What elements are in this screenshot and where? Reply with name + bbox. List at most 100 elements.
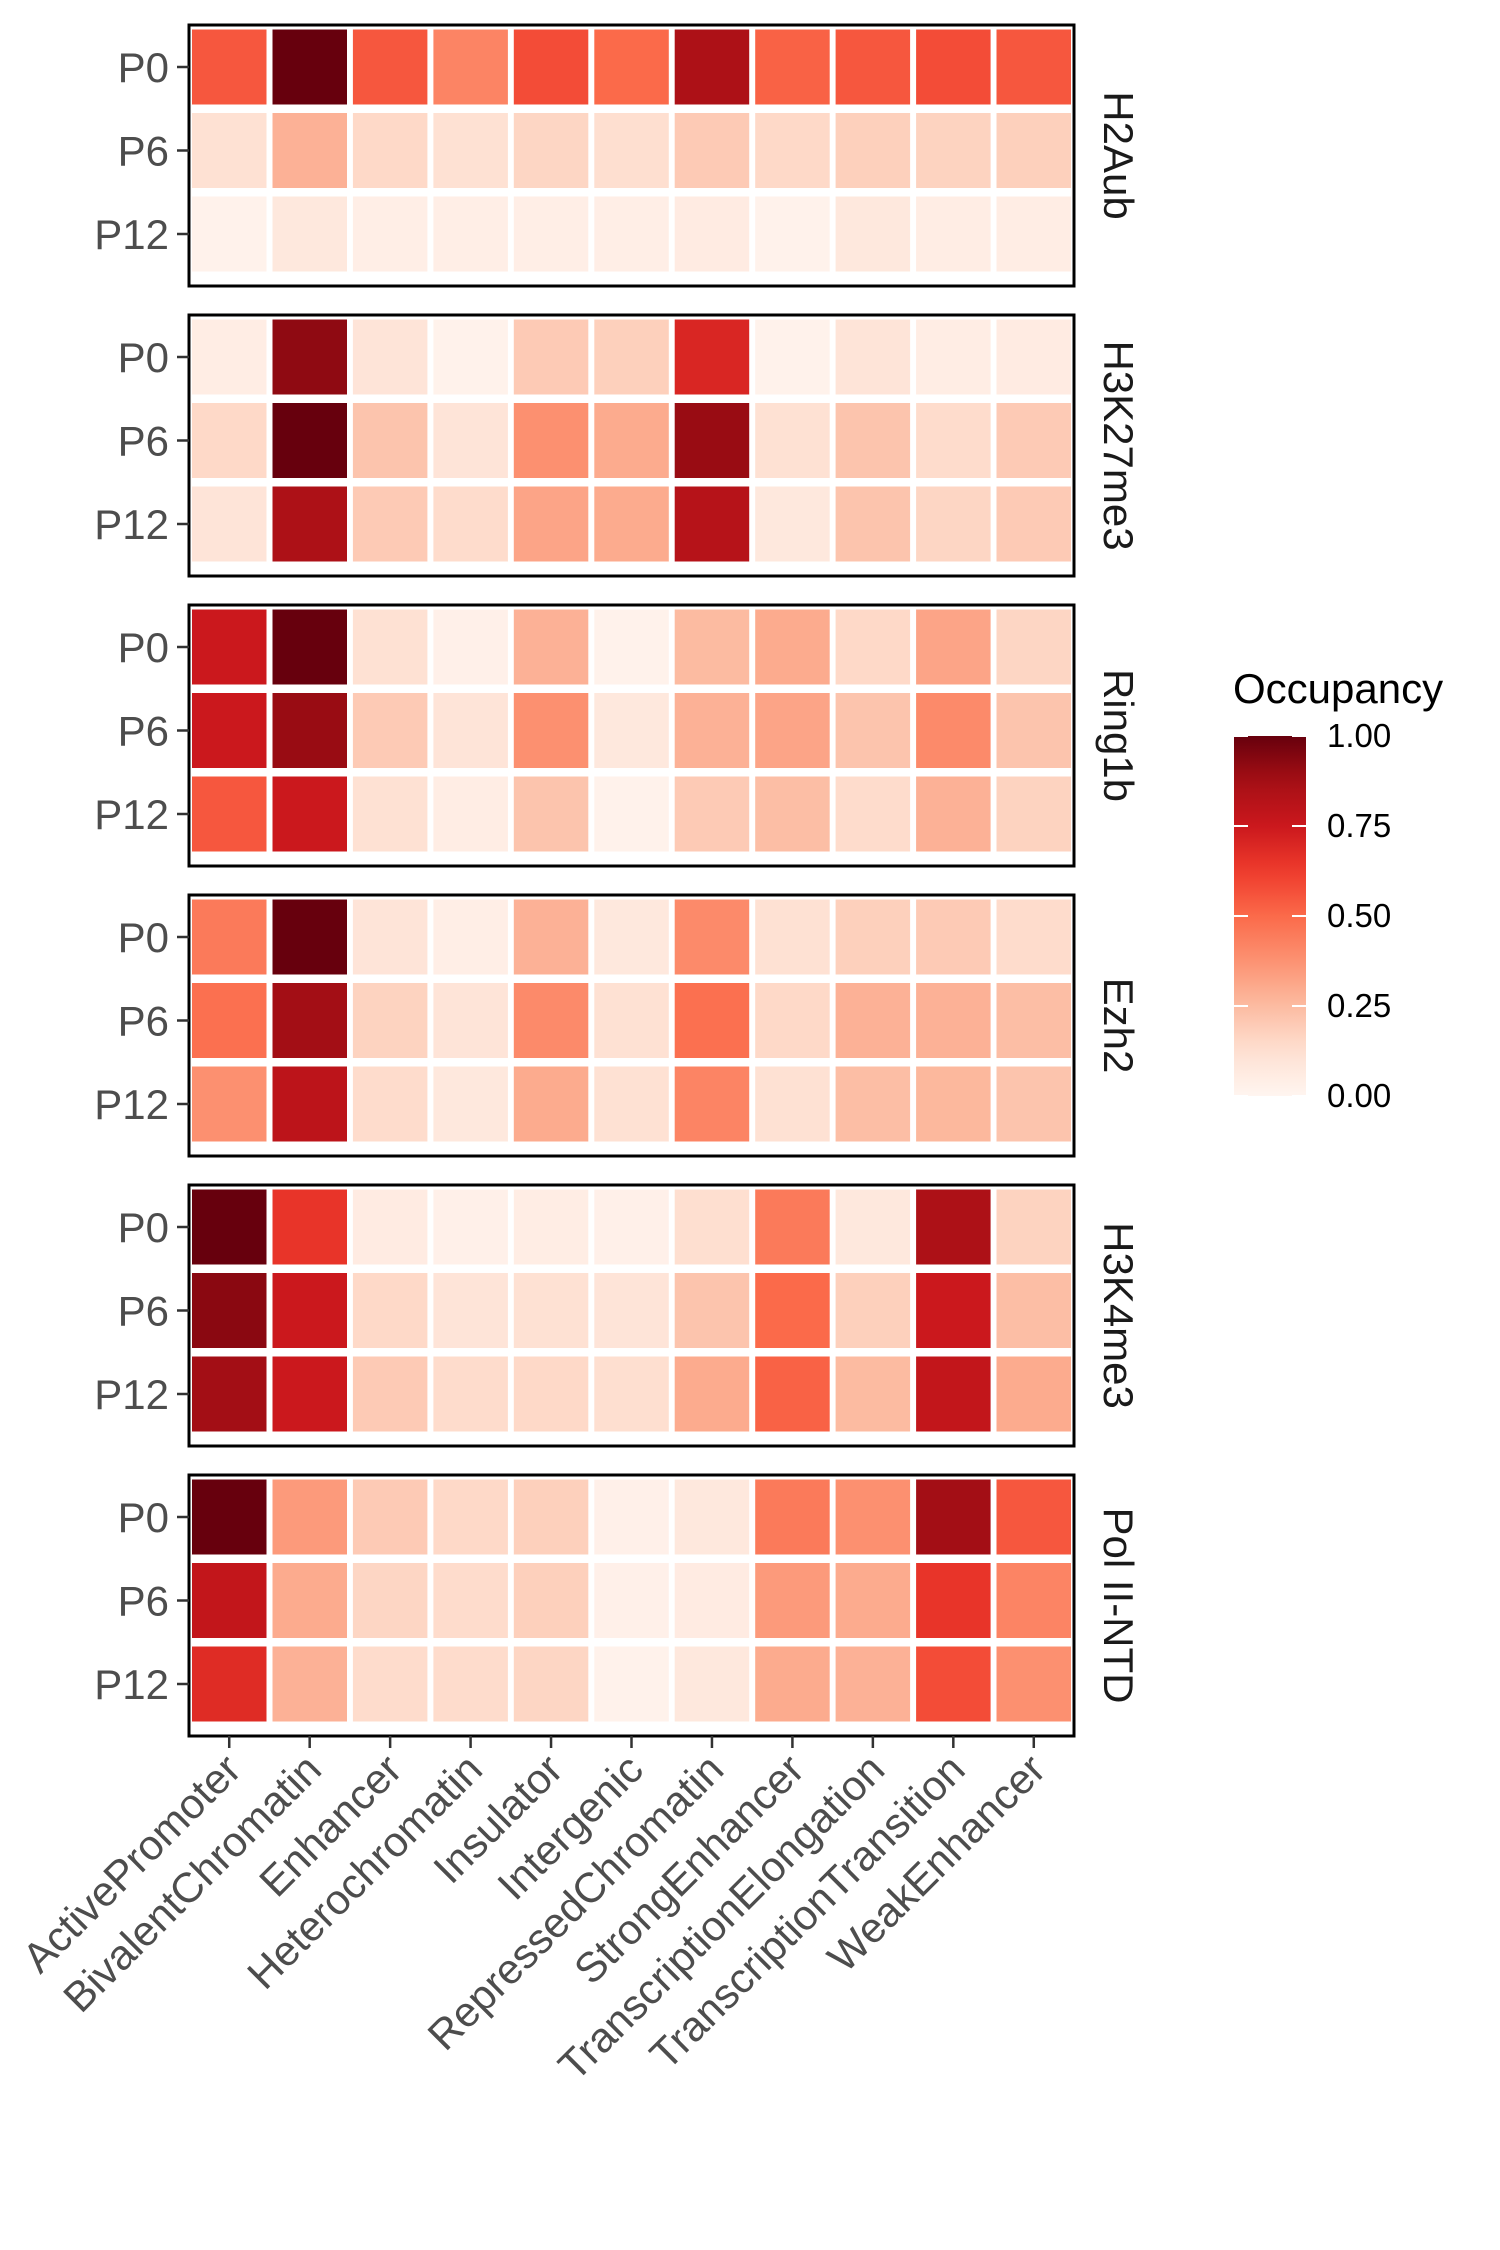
heatmap-cell [433, 1066, 508, 1142]
heatmap-cell [755, 196, 830, 272]
heatmap-cell [674, 693, 750, 768]
heatmap-cell [513, 1356, 589, 1432]
heatmap-cell [755, 776, 830, 852]
heatmap-cell [996, 29, 1071, 105]
heatmap-cell [674, 899, 750, 975]
legend-label: 1.00 [1327, 717, 1391, 754]
heatmap-cell [433, 113, 508, 188]
y-tick-label: P0 [118, 914, 169, 961]
heatmap-cell [433, 196, 508, 272]
heatmap-cell [594, 609, 669, 685]
heatmap-cell [916, 1066, 991, 1142]
heatmap-cell [755, 983, 830, 1058]
panel-border [187, 603, 1076, 868]
heatmap-cell [835, 776, 911, 852]
y-tick-label: P12 [94, 791, 169, 838]
heatmap-cell [272, 113, 347, 188]
heatmap-cell [433, 1563, 508, 1638]
heatmap-cell [835, 693, 911, 768]
heatmap-cell [755, 1563, 830, 1638]
facet-strip-label: Pol II-NTD [1095, 1507, 1142, 1703]
y-tick-label: P12 [94, 211, 169, 258]
y-tick-label: P6 [118, 708, 169, 755]
heatmap-cell [192, 1646, 267, 1722]
heatmap-cell [674, 1479, 750, 1555]
heatmap-cell [433, 1189, 508, 1265]
heatmap-cell [835, 1646, 911, 1722]
y-tick-label: P6 [118, 1288, 169, 1335]
heatmap-cell [513, 693, 589, 768]
y-tick-label: P0 [118, 624, 169, 671]
heatmap-cell [755, 1356, 830, 1432]
heatmap-cell [433, 403, 508, 478]
heatmap-cell [513, 196, 589, 272]
heatmap-cell [674, 1356, 750, 1432]
heatmap-cell [594, 776, 669, 852]
heatmap-cell [513, 1646, 589, 1722]
heatmap-cell [916, 486, 991, 562]
facet-strip-label: Ezh2 [1095, 978, 1142, 1074]
heatmap-cell [835, 1189, 911, 1265]
heatmap-cell [674, 113, 750, 188]
heatmap-cell [674, 196, 750, 272]
heatmap-cell [835, 403, 911, 478]
heatmap-cell [996, 1563, 1071, 1638]
heatmap-cell [835, 1273, 911, 1348]
heatmap-cell [916, 319, 991, 395]
heatmap-cell [674, 983, 750, 1058]
heatmap-cell [674, 1066, 750, 1142]
heatmap-cell [835, 1066, 911, 1142]
heatmap-cell [755, 693, 830, 768]
heatmap-cell [272, 1189, 347, 1265]
heatmap-cell [594, 196, 669, 272]
heatmap-cell [192, 29, 267, 105]
heatmap-cell [433, 609, 508, 685]
heatmap-cell [352, 983, 428, 1058]
legend-label: 0.00 [1327, 1077, 1391, 1114]
heatmap-cell [835, 113, 911, 188]
heatmap-cell [272, 196, 347, 272]
heatmap-cell [513, 1189, 589, 1265]
heatmap-cell [192, 319, 267, 395]
heatmap-cell [674, 609, 750, 685]
heatmap-cell [352, 196, 428, 272]
heatmap-cell [352, 1479, 428, 1555]
heatmap-cell [272, 693, 347, 768]
y-tick-label: P0 [118, 1494, 169, 1541]
heatmap-cell [996, 1273, 1071, 1348]
heatmap-cell [352, 776, 428, 852]
heatmap-cell [996, 113, 1071, 188]
heatmap-cell [513, 776, 589, 852]
heatmap-cell [192, 1273, 267, 1348]
heatmap-cell [996, 609, 1071, 685]
y-tick-label: P12 [94, 1661, 169, 1708]
heatmap-cell [916, 693, 991, 768]
heatmap-cell [352, 1563, 428, 1638]
heatmap-cell [674, 1563, 750, 1638]
heatmap-cell [352, 486, 428, 562]
heatmap-cell [996, 486, 1071, 562]
heatmap-cell [272, 776, 347, 852]
heatmap-cell [916, 1356, 991, 1432]
heatmap-cell [594, 1189, 669, 1265]
heatmap-cell [272, 1646, 347, 1722]
heatmap-cell [594, 113, 669, 188]
heatmap-cell [272, 486, 347, 562]
y-tick-label: P6 [118, 998, 169, 1045]
facet-h2aub: P0 P6 P12 H2Aub [94, 23, 1142, 288]
y-tick-label: P12 [94, 501, 169, 548]
heatmap-cell [594, 899, 669, 975]
heatmap-cell [272, 1479, 347, 1555]
heatmap-cell [513, 319, 589, 395]
heatmap-cell [835, 899, 911, 975]
heatmap-cell [996, 196, 1071, 272]
facet-strip-label: H2Aub [1095, 91, 1142, 219]
heatmap-cell [352, 1646, 428, 1722]
heatmap-cell [916, 29, 991, 105]
panel-border [187, 23, 1076, 288]
heatmap-cell [192, 1479, 267, 1555]
heatmap-cell [352, 609, 428, 685]
panel-border [187, 1183, 1076, 1448]
heatmap-cell [433, 983, 508, 1058]
heatmap-cell [755, 1189, 830, 1265]
